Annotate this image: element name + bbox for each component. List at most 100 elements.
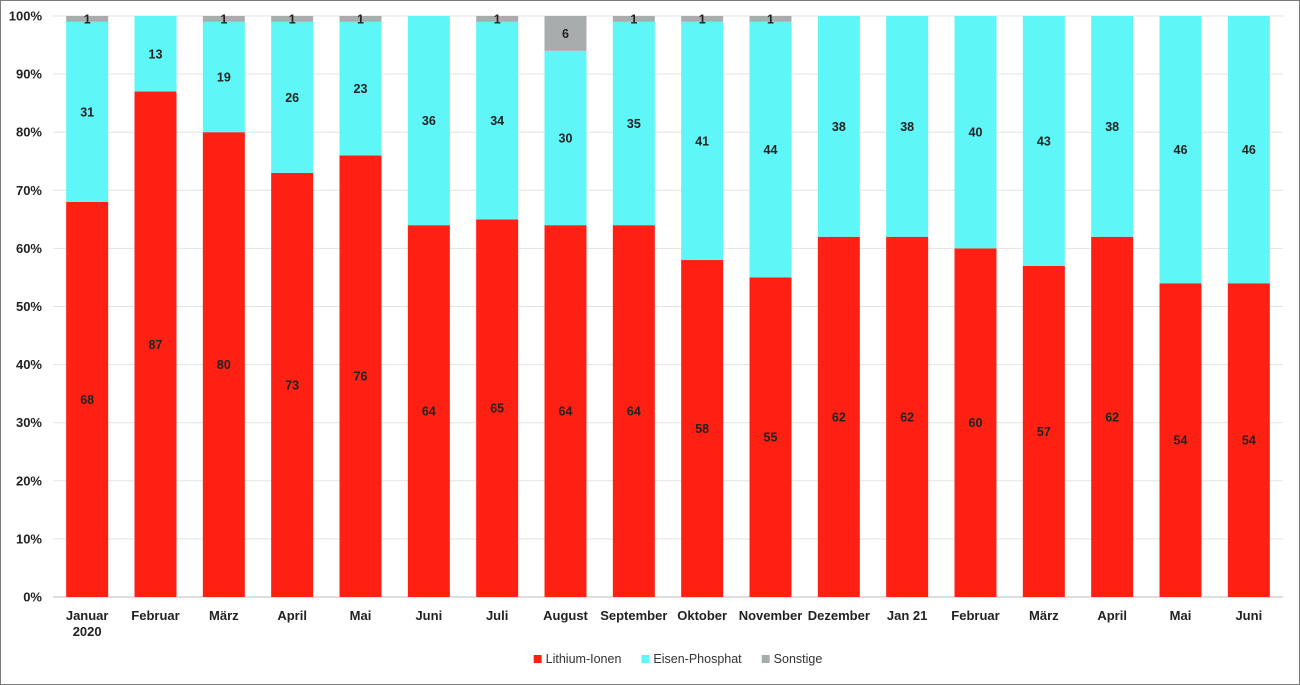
x-tick-label: Jan 21 xyxy=(887,608,927,623)
data-label: 38 xyxy=(900,120,914,134)
data-label: 1 xyxy=(630,12,637,26)
data-label: 55 xyxy=(764,431,778,445)
bar-segment-lithium-ionen xyxy=(544,225,587,597)
x-tick-label: Dezember xyxy=(808,608,870,623)
data-label: 73 xyxy=(285,378,299,392)
legend-swatch xyxy=(761,655,770,663)
bar-segment-lithium-ionen xyxy=(134,91,177,597)
data-label: 1 xyxy=(357,12,364,26)
data-label: 36 xyxy=(422,114,436,128)
bar-segment-lithium-ionen xyxy=(1091,236,1134,597)
data-label: 35 xyxy=(627,117,641,131)
data-label: 54 xyxy=(1242,434,1256,448)
y-tick-label: 60% xyxy=(16,241,42,256)
data-label: 76 xyxy=(354,370,368,384)
bar-segment-lithium-ionen xyxy=(1159,283,1202,597)
data-label: 38 xyxy=(832,120,846,134)
bar-segment-lithium-ionen xyxy=(476,219,519,597)
x-tick-label: Mai xyxy=(1170,608,1192,623)
bar-segment-eisen-phosphat xyxy=(886,16,929,237)
x-tick-label: Juni xyxy=(415,608,442,623)
x-tick-label: März xyxy=(1029,608,1059,623)
data-label: 57 xyxy=(1037,425,1051,439)
bar-segment-eisen-phosphat xyxy=(544,50,587,226)
bar-segment-lithium-ionen xyxy=(1227,283,1270,597)
bar-segment-eisen-phosphat xyxy=(339,21,382,156)
x-tick-label: Juni xyxy=(1235,608,1262,623)
bar-segment-sonstige xyxy=(66,16,109,22)
data-label: 41 xyxy=(695,134,709,148)
bar-segment-lithium-ionen xyxy=(271,172,314,597)
bar-segment-lithium-ionen xyxy=(202,132,245,597)
bar-segment-eisen-phosphat xyxy=(1159,16,1202,284)
y-tick-label: 30% xyxy=(16,415,42,430)
bar-segment-eisen-phosphat xyxy=(681,21,724,261)
y-tick-label: 80% xyxy=(16,125,42,140)
data-label: 54 xyxy=(1174,434,1188,448)
x-tick-label: Februar xyxy=(131,608,179,623)
x-tick-label: Januar 2020 xyxy=(66,608,109,639)
data-label: 46 xyxy=(1242,143,1256,157)
bar-segment-lithium-ionen xyxy=(954,248,997,597)
y-tick-label: 70% xyxy=(16,183,42,198)
bar-segment-sonstige xyxy=(202,16,245,22)
bar-segment-sonstige xyxy=(749,16,792,22)
bar-segment-lithium-ionen xyxy=(407,225,450,597)
bar-segment-eisen-phosphat xyxy=(749,21,792,278)
data-label: 1 xyxy=(289,12,296,26)
data-label: 62 xyxy=(832,410,846,424)
y-tick-label: 40% xyxy=(16,357,42,372)
x-tick-label: April xyxy=(277,608,307,623)
bar-segment-lithium-ionen xyxy=(612,225,655,597)
data-label: 19 xyxy=(217,71,231,85)
data-label: 43 xyxy=(1037,134,1051,148)
y-tick-label: 20% xyxy=(16,473,42,488)
bar-segment-eisen-phosphat xyxy=(612,21,655,226)
data-label: 64 xyxy=(559,405,573,419)
bar-segment-lithium-ionen xyxy=(749,277,792,597)
data-label: 1 xyxy=(84,12,91,26)
x-tick-label: März xyxy=(209,608,239,623)
x-tick-label: Juli xyxy=(486,608,508,623)
bar-segment-eisen-phosphat xyxy=(407,16,450,226)
x-tick-label: November xyxy=(739,608,803,623)
data-label: 1 xyxy=(699,12,706,26)
x-tick-label: September xyxy=(600,608,667,623)
bar-segment-eisen-phosphat xyxy=(1091,16,1134,237)
data-label: 26 xyxy=(285,91,299,105)
legend-swatch xyxy=(533,655,542,663)
y-tick-label: 90% xyxy=(16,67,42,82)
data-label: 64 xyxy=(422,405,436,419)
data-label: 40 xyxy=(969,126,983,140)
data-label: 44 xyxy=(764,143,778,157)
data-label: 13 xyxy=(149,47,163,61)
data-label: 62 xyxy=(1105,410,1119,424)
y-tick-label: 50% xyxy=(16,299,42,314)
data-label: 68 xyxy=(80,393,94,407)
data-label: 62 xyxy=(900,410,914,424)
legend-label: Lithium-Ionen xyxy=(546,652,622,666)
data-label: 38 xyxy=(1105,120,1119,134)
bar-segment-eisen-phosphat xyxy=(1022,16,1065,266)
x-tick-label: August xyxy=(543,608,588,623)
x-tick-label: April xyxy=(1097,608,1127,623)
bar-segment-eisen-phosphat xyxy=(271,21,314,173)
bar-segment-eisen-phosphat xyxy=(66,21,109,202)
y-tick-label: 100% xyxy=(9,9,43,24)
bar-segment-sonstige xyxy=(544,16,587,51)
data-label: 60 xyxy=(969,416,983,430)
data-label: 1 xyxy=(494,12,501,26)
bar-segment-eisen-phosphat xyxy=(202,21,245,133)
data-label: 34 xyxy=(490,114,504,128)
legend-label: Eisen-Phosphat xyxy=(653,652,742,666)
bar-segment-sonstige xyxy=(339,16,382,22)
data-label: 31 xyxy=(80,105,94,119)
bar-segment-sonstige xyxy=(271,16,314,22)
bar-segment-sonstige xyxy=(681,16,724,22)
data-label: 46 xyxy=(1174,143,1188,157)
x-tick-label: Mai xyxy=(350,608,372,623)
data-label: 80 xyxy=(217,358,231,372)
bar-segment-sonstige xyxy=(476,16,519,22)
bar-segment-lithium-ionen xyxy=(1022,265,1065,597)
